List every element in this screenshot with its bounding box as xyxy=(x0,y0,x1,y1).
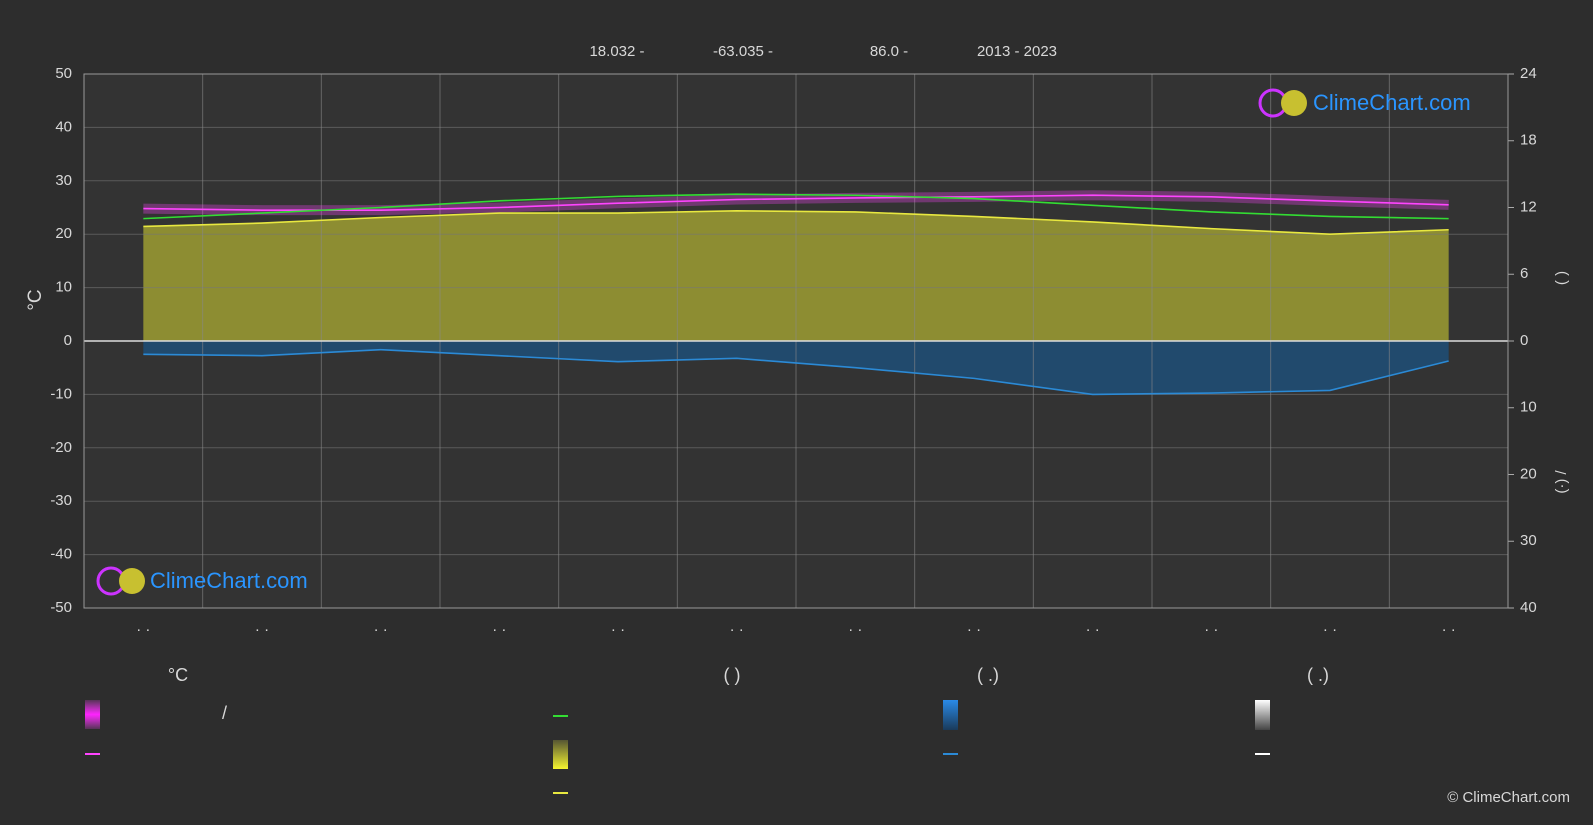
x-tick-label: · · xyxy=(611,621,625,638)
legend-header: ( .) xyxy=(977,665,999,685)
y3-axis-label: (·) / xyxy=(1553,470,1570,494)
y-tick-label: 10 xyxy=(55,279,72,296)
y2-tick-label: 24 xyxy=(1520,65,1537,82)
y-tick-label: -30 xyxy=(50,492,72,509)
x-tick-label: · · xyxy=(730,621,744,638)
y-axis-label: °C xyxy=(25,289,46,310)
y-tick-label: -40 xyxy=(50,546,72,563)
legend-header: °C xyxy=(168,665,188,685)
y3-tick-label: 20 xyxy=(1520,465,1537,482)
legend-note: / xyxy=(222,703,227,723)
y-tick-label: 30 xyxy=(55,172,72,189)
y3-tick-label: 0 xyxy=(1520,332,1528,349)
legend-swatch xyxy=(553,740,568,769)
legend-header: ( .) xyxy=(1307,665,1329,685)
x-tick-label: · · xyxy=(848,621,862,638)
series-line xyxy=(143,348,1449,396)
legend-swatch xyxy=(1255,700,1270,730)
legend-header: ( ) xyxy=(724,665,741,685)
y3-tick-label: 30 xyxy=(1520,532,1537,549)
legend-swatch xyxy=(943,700,958,730)
header-text: 18.032 - xyxy=(589,43,644,60)
y-tick-label: 50 xyxy=(55,65,72,82)
y2-axis-label: ( ) xyxy=(1553,271,1570,285)
y3-tick-label: 10 xyxy=(1520,399,1537,416)
y-tick-label: 0 xyxy=(64,332,72,349)
y-tick-label: -50 xyxy=(50,599,72,616)
y-tick-label: -10 xyxy=(50,385,72,402)
header-text: -63.035 - xyxy=(713,43,773,60)
series-line xyxy=(143,194,1449,211)
logo: ClimeChart.com xyxy=(1258,88,1471,118)
copyright: © ClimeChart.com xyxy=(1447,789,1570,806)
x-tick-label: · · xyxy=(492,621,506,638)
x-tick-label: · · xyxy=(1442,621,1456,638)
plot-frame xyxy=(83,73,1509,609)
x-tick-label: · · xyxy=(967,621,981,638)
header-text: 86.0 - xyxy=(870,43,908,60)
x-tick-label: · · xyxy=(136,621,150,638)
y2-tick-label: 18 xyxy=(1520,132,1537,149)
y3-tick-label: 40 xyxy=(1520,599,1537,616)
series-area xyxy=(143,341,1449,395)
y-tick-label: 20 xyxy=(55,225,72,242)
y2-tick-label: 6 xyxy=(1520,265,1528,282)
x-tick-label: · · xyxy=(1323,621,1337,638)
legend-swatch xyxy=(85,700,100,729)
x-tick-label: · · xyxy=(255,621,269,638)
y2-tick-label: 12 xyxy=(1520,198,1537,215)
series-line xyxy=(143,210,1449,236)
logo-text: ClimeChart.com xyxy=(150,568,308,593)
x-tick-label: · · xyxy=(1204,621,1218,638)
logo: ClimeChart.com xyxy=(96,566,308,596)
series-line xyxy=(143,193,1449,220)
x-tick-label: · · xyxy=(1086,621,1100,638)
y-tick-label: -20 xyxy=(50,439,72,456)
plot: -50 -40 -30 -20 -10 0 10 20 30 40 50 6 12 18 24 0 10 20 30… xyxy=(50,65,1536,638)
y-tick-label: 40 xyxy=(55,118,72,135)
logo-text: ClimeChart.com xyxy=(1313,90,1471,115)
x-tick-label: · · xyxy=(374,621,388,638)
header-text: 2013 - 2023 xyxy=(977,43,1057,60)
